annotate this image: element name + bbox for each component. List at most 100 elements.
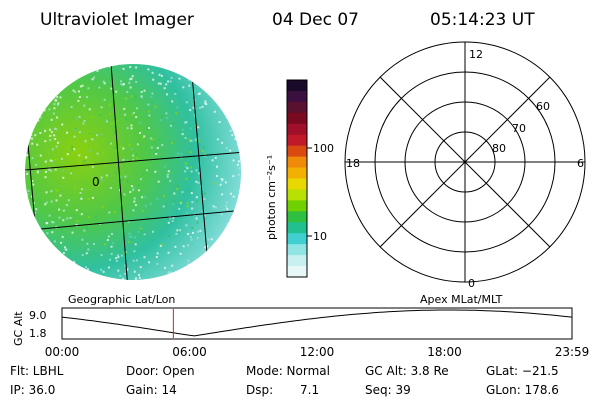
speckle [181, 133, 184, 136]
speckle [87, 197, 90, 200]
mlt-label-6: 6 [577, 157, 584, 170]
speckle [232, 252, 235, 255]
speckle [41, 65, 44, 68]
speckle [111, 233, 113, 236]
glat-info: GLat: −21.5 [486, 364, 559, 378]
speckle [138, 230, 141, 233]
speckle [124, 264, 127, 267]
speckle [91, 196, 94, 199]
speckle [140, 227, 143, 230]
speckle [225, 205, 227, 208]
mode-info: Mode: Normal [246, 364, 330, 378]
speckle [171, 123, 174, 125]
speckle [74, 129, 77, 132]
speckle [234, 257, 237, 259]
speckle [178, 207, 181, 210]
lat-label-80: 80 [492, 142, 506, 155]
speckle [168, 172, 171, 174]
speckle [176, 185, 179, 187]
colorbar-swatches [287, 80, 307, 278]
speckle [93, 243, 95, 245]
speckle [56, 189, 59, 192]
speckle [207, 238, 210, 241]
speckle [236, 143, 239, 146]
speckle [170, 76, 173, 79]
speckle [132, 259, 135, 262]
speckle [84, 145, 87, 148]
speckle [167, 251, 170, 254]
speckle [212, 205, 215, 208]
speckle [36, 171, 39, 174]
speckle [175, 112, 178, 115]
speckle [53, 240, 56, 243]
colorbar-swatch [287, 145, 307, 158]
speckle [172, 203, 175, 206]
speckle [166, 93, 168, 96]
speckle [175, 155, 178, 158]
speckle [38, 70, 41, 73]
speckle [39, 262, 42, 265]
speckle [186, 167, 189, 170]
speckle [128, 232, 131, 235]
speckle [195, 278, 198, 280]
speckle [100, 106, 103, 109]
speckle [91, 138, 94, 141]
speckle [226, 207, 229, 210]
speckle [175, 69, 178, 72]
speckle [129, 86, 132, 89]
time-label: 05:14:23 UT [430, 10, 535, 30]
speckle [232, 159, 235, 162]
speckle [184, 137, 187, 139]
speckle [229, 129, 232, 132]
speckle [194, 124, 197, 127]
speckle [189, 109, 192, 112]
speckle [78, 115, 81, 118]
speckle [160, 243, 163, 246]
speckle [67, 199, 70, 202]
speckle [219, 183, 222, 186]
speckle [65, 204, 68, 207]
speckle [130, 127, 133, 130]
speckle [159, 244, 162, 247]
speckle [228, 120, 231, 123]
speckle [100, 133, 103, 136]
speckle [156, 279, 159, 280]
speckle [41, 87, 44, 90]
lat-label-60: 60 [536, 100, 550, 113]
speckle [99, 275, 102, 278]
speckle [50, 190, 53, 193]
speckle [227, 247, 229, 250]
colorbar-tick-100: 100 [313, 142, 334, 155]
gain-info: Gain: 14 [126, 383, 177, 397]
speckle [25, 113, 28, 116]
speckle [240, 95, 241, 98]
speckle [198, 172, 201, 175]
speckle [77, 75, 80, 77]
speckle [231, 237, 234, 240]
speckle [191, 140, 194, 142]
speckle [173, 192, 176, 195]
speckle [83, 104, 86, 107]
speckle [135, 66, 138, 69]
speckle [44, 160, 47, 163]
speckle [66, 131, 68, 134]
speckle [120, 178, 123, 181]
speckle [88, 108, 91, 111]
speckle [37, 170, 39, 173]
speckle [231, 134, 234, 137]
speckle [131, 113, 134, 116]
dsp-info: Dsp: [246, 383, 273, 397]
speckle [202, 146, 205, 149]
speckle [185, 101, 188, 104]
speckle [222, 89, 225, 92]
colorbar-swatch [287, 90, 307, 103]
speckle [75, 117, 78, 120]
speckle [175, 232, 178, 235]
speckle [49, 134, 52, 137]
speckle [223, 84, 226, 87]
speckle [193, 114, 196, 117]
speckle [30, 243, 32, 246]
speckle [150, 137, 153, 140]
ip-info: IP: 36.0 [10, 383, 55, 397]
